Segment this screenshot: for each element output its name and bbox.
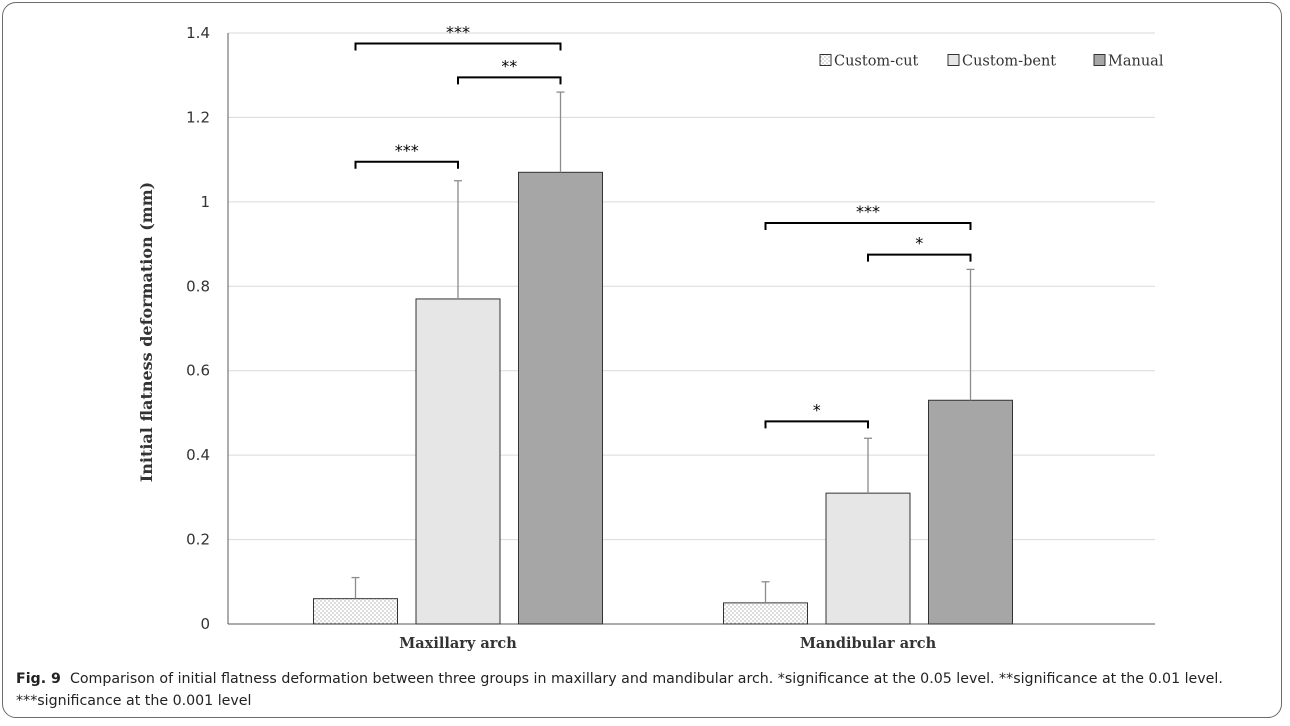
legend-label: Custom-cut	[834, 54, 919, 70]
bar-manual	[928, 399, 1013, 625]
gridlines	[228, 32, 1155, 541]
caption-text: Comparison of initial flatness deformati…	[16, 671, 1223, 709]
figure-caption: Fig. 9 Comparison of initial flatness de…	[16, 668, 1266, 712]
legend-swatch	[819, 54, 832, 66]
significance-bracket	[354, 160, 459, 169]
error-bars	[351, 91, 975, 603]
y-tick-label: 0.6	[186, 362, 210, 380]
y-tick-label: 0	[200, 615, 210, 633]
bars	[313, 171, 1013, 625]
significance-label: **	[501, 56, 517, 75]
y-axis-title: Initial flatness deformation (mm)	[137, 182, 156, 482]
legend-swatch	[947, 54, 960, 66]
x-tick-label: Mandibular arch	[800, 635, 937, 652]
bar-custom-cut	[313, 598, 398, 625]
legend-swatch	[1093, 54, 1106, 66]
significance-brackets: *************	[354, 23, 972, 429]
axes: 0 0.2 0.4 0.6 0.8 1 1.2 1.4 Maxillary arch Mandib…	[186, 24, 1155, 652]
significance-bracket	[457, 76, 562, 85]
significance-bracket	[867, 253, 972, 262]
y-tick-label: 0.8	[186, 277, 210, 295]
y-tick-label: 1.4	[186, 24, 210, 42]
y-tick-label: 1.2	[186, 108, 210, 126]
y-tick-label: 0.4	[186, 446, 210, 464]
bar-manual	[518, 171, 603, 625]
y-tick-label: 1	[200, 193, 210, 211]
legend-label: Manual	[1108, 54, 1164, 70]
bar-custom-bent	[825, 492, 911, 625]
significance-label: ***	[856, 202, 880, 221]
x-tick-label: Maxillary arch	[399, 635, 517, 652]
significance-bracket	[764, 221, 972, 230]
significance-label: *	[813, 400, 821, 419]
significance-bracket	[354, 42, 562, 51]
significance-bracket	[764, 420, 869, 429]
figure-label: Fig. 9	[16, 671, 61, 687]
bar-custom-bent	[415, 298, 501, 625]
bar-chart: 0 0.2 0.4 0.6 0.8 1 1.2 1.4 Maxillary arch Mandib…	[137, 23, 1164, 652]
legend-label: Custom-bent	[962, 54, 1056, 70]
y-tick-label: 0.2	[186, 531, 210, 549]
significance-label: ***	[395, 141, 419, 160]
bar-custom-cut	[723, 602, 808, 625]
significance-label: *	[915, 234, 923, 253]
legend: Custom-cut Custom-bent Manual	[819, 54, 1164, 70]
figure-frame	[2, 2, 1282, 718]
significance-label: ***	[446, 23, 470, 42]
